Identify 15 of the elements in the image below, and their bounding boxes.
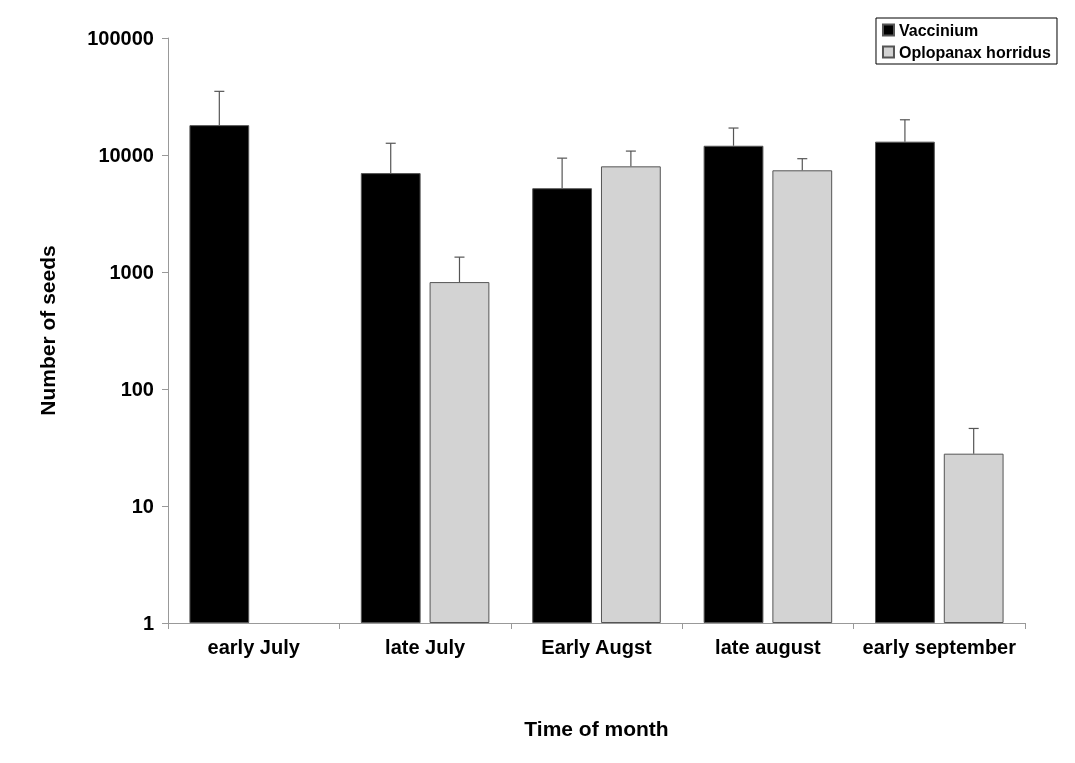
x-tick-label: late august: [715, 636, 822, 658]
x-axis-title: Time of month: [524, 717, 669, 740]
x-tick-label: late July: [385, 636, 466, 658]
y-tick-label: 100: [120, 378, 154, 400]
y-tick-label: 1: [142, 612, 154, 634]
legend-label: Oplopanax horridus: [898, 43, 1052, 61]
y-tick-label: 1000: [109, 261, 154, 283]
x-tick-label: Early Augst: [541, 636, 653, 658]
x-tick-label: early July: [207, 636, 301, 658]
legend-label: Vaccinium: [898, 21, 979, 39]
x-tick-label: early september: [862, 636, 1017, 658]
y-tick-label: 100000: [87, 27, 154, 49]
y-axis-title: Number of seeds: [36, 245, 59, 416]
y-tick-label: 10000: [98, 144, 154, 166]
y-tick-label: 10: [131, 495, 154, 517]
